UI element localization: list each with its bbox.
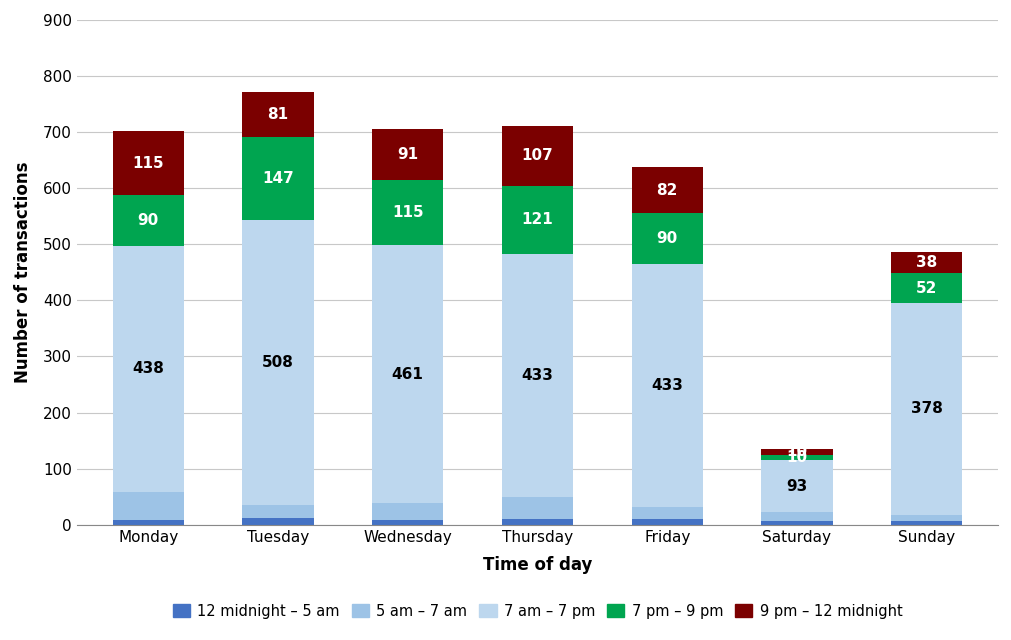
Bar xyxy=(631,519,703,525)
Bar xyxy=(501,186,572,254)
Text: 508: 508 xyxy=(262,355,293,370)
Text: 10: 10 xyxy=(786,444,807,460)
Text: 147: 147 xyxy=(262,171,293,186)
Text: 82: 82 xyxy=(656,183,677,198)
Text: 115: 115 xyxy=(391,205,424,220)
Bar xyxy=(372,180,443,245)
Bar xyxy=(372,245,443,504)
Bar xyxy=(760,449,832,454)
Bar xyxy=(631,264,703,507)
Bar xyxy=(242,92,313,137)
Bar xyxy=(112,520,184,525)
Bar xyxy=(242,220,313,504)
Bar xyxy=(112,492,184,520)
Bar xyxy=(631,168,703,213)
Text: 107: 107 xyxy=(521,148,553,163)
Bar xyxy=(890,303,961,515)
Bar xyxy=(501,126,572,186)
Bar xyxy=(890,515,961,522)
Bar xyxy=(112,195,184,246)
Bar xyxy=(501,254,572,497)
Text: 10: 10 xyxy=(786,450,807,465)
Text: 91: 91 xyxy=(396,147,418,163)
Text: 378: 378 xyxy=(910,401,942,416)
Text: 93: 93 xyxy=(786,479,807,494)
Bar xyxy=(112,246,184,492)
Bar xyxy=(890,273,961,303)
X-axis label: Time of day: Time of day xyxy=(482,556,591,574)
Text: 438: 438 xyxy=(132,362,164,376)
Text: 433: 433 xyxy=(521,368,553,383)
Bar xyxy=(631,507,703,519)
Text: 81: 81 xyxy=(267,107,288,122)
Bar xyxy=(760,513,832,521)
Bar xyxy=(242,518,313,525)
Bar xyxy=(372,520,443,525)
Bar xyxy=(501,519,572,525)
Text: 90: 90 xyxy=(137,213,159,228)
Text: 38: 38 xyxy=(915,255,936,270)
Text: 121: 121 xyxy=(521,212,553,227)
Text: 433: 433 xyxy=(651,378,682,393)
Text: 461: 461 xyxy=(391,367,424,381)
Legend: 12 midnight – 5 am, 5 am – 7 am, 7 am – 7 pm, 7 pm – 9 pm, 9 pm – 12 midnight: 12 midnight – 5 am, 5 am – 7 am, 7 am – … xyxy=(167,598,907,625)
Bar xyxy=(112,131,184,195)
Text: 52: 52 xyxy=(915,280,936,296)
Bar xyxy=(242,137,313,220)
Bar xyxy=(372,129,443,180)
Text: 90: 90 xyxy=(656,231,677,246)
Bar xyxy=(890,252,961,273)
Y-axis label: Number of transactions: Number of transactions xyxy=(14,161,32,383)
Bar xyxy=(372,504,443,520)
Bar xyxy=(760,460,832,513)
Bar xyxy=(760,521,832,525)
Bar xyxy=(631,213,703,264)
Text: 115: 115 xyxy=(132,156,164,171)
Bar xyxy=(501,497,572,519)
Bar xyxy=(890,522,961,525)
Bar xyxy=(760,454,832,460)
Bar xyxy=(242,504,313,518)
